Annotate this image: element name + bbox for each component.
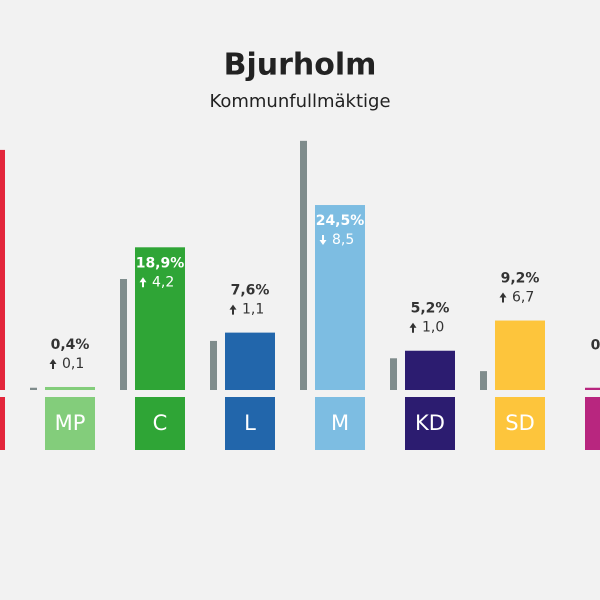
party-label: C [153,411,168,435]
previous-bar [390,358,397,390]
previous-bar [30,387,37,390]
value-label: 24,5% [316,213,365,229]
value-label: 5,2% [411,301,450,317]
bar [0,149,5,390]
value-label: 9,2% [501,271,540,287]
party-box [405,397,455,450]
bar [495,320,545,390]
change-label: 1,1 [242,302,264,318]
change-arrow [319,235,327,246]
party-label: L [244,411,256,435]
change-arrow [409,322,417,333]
previous-bar [300,140,307,390]
bar [585,387,600,390]
change-arrow [229,304,237,315]
value-label: 0,4% [51,337,90,353]
previous-bar [480,371,487,390]
value-label: 18,9% [136,255,185,271]
party-box [135,397,185,450]
value-label: 7,6% [231,283,270,299]
change-arrow [49,358,57,369]
party-label: KD [415,411,445,435]
bar [45,386,95,390]
previous-bar [210,340,217,390]
party-label: M [331,411,349,435]
change-label: 1,0 [422,320,444,336]
party-box [495,397,545,450]
change-label: 8,5 [332,232,354,248]
change-label: 6,7 [512,290,534,306]
party-box [585,397,600,450]
bar [225,332,275,390]
party-box [0,397,5,450]
party-box [45,397,95,450]
change-arrow [499,292,507,303]
chart-title: Bjurholm [224,48,377,83]
bar [135,247,185,390]
party-box [225,397,275,450]
change-label: 4,2 [152,274,174,290]
change-arrow [139,277,147,288]
party-label: MP [55,411,86,435]
chart-subtitle: Kommunfullmäktige [209,91,390,112]
value-label: 0,3% [591,338,600,354]
previous-bar [120,279,127,390]
party-label: SD [505,411,535,435]
party-box [315,397,365,450]
bar [405,350,455,390]
change-label: 0,1 [62,356,84,372]
